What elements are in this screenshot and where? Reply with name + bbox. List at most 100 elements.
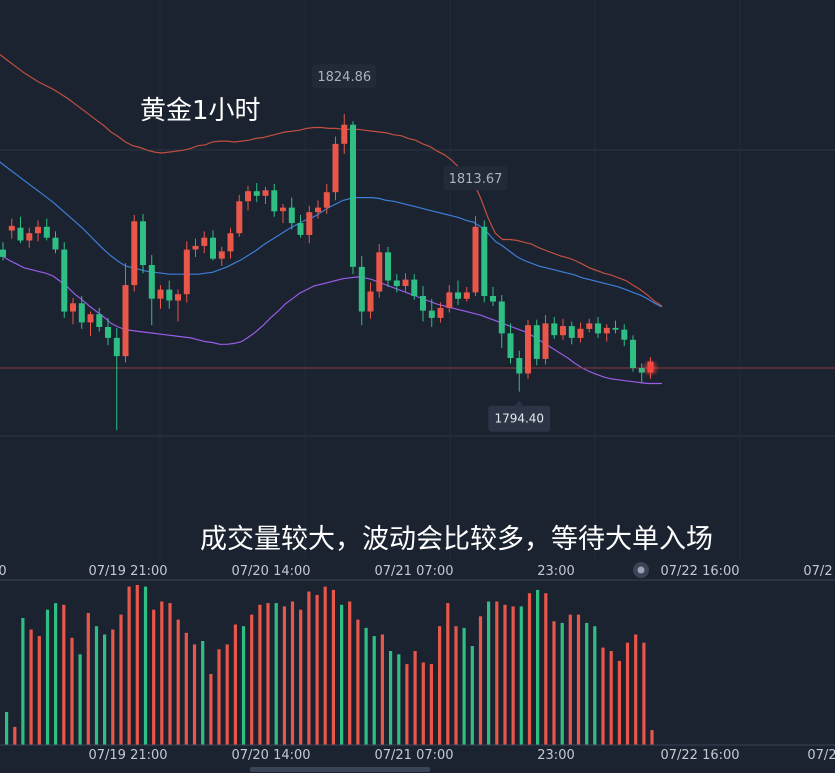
candle	[332, 136, 339, 201]
price-chart-time-axis: 2:00 07/19 21:00 07/20 14:00 07/21 07:00 23:…	[0, 562, 835, 581]
volume-bar	[45, 609, 50, 745]
candle	[157, 285, 164, 309]
candle	[393, 274, 400, 293]
volume-bar	[348, 601, 352, 746]
candle-body	[26, 233, 33, 241]
candle-body	[411, 279, 418, 296]
volume-bar	[364, 627, 368, 745]
candle	[288, 197, 295, 230]
candle	[192, 238, 199, 257]
candle	[367, 282, 374, 319]
volume-time-tick-label: 07/19 21:00	[88, 748, 167, 763]
live-price-glow	[641, 359, 660, 377]
volume-bar	[560, 622, 564, 745]
candle	[113, 327, 120, 430]
candle-body	[280, 207, 286, 212]
volume-bar	[487, 601, 491, 746]
volume-bar	[340, 604, 344, 746]
volume-bar	[127, 586, 131, 745]
price-label-box	[312, 64, 377, 89]
candle-body	[612, 327, 619, 330]
candle-body	[113, 337, 120, 357]
candle	[481, 220, 488, 303]
candle-body	[87, 314, 94, 323]
volume-bar	[438, 626, 442, 745]
volume-bar	[5, 712, 9, 745]
candle	[17, 216, 24, 244]
upper-band-line	[0, 53, 663, 307]
candle	[525, 319, 531, 379]
candle-body	[245, 191, 251, 202]
candle	[87, 311, 94, 337]
candle	[428, 298, 435, 327]
candle-body	[122, 285, 129, 357]
price-label: 1794.40	[488, 400, 551, 432]
volume-bar	[152, 609, 156, 745]
candle-body	[140, 221, 146, 265]
candle	[446, 285, 453, 313]
candle	[236, 194, 243, 237]
candle-body	[210, 237, 216, 259]
candle-body	[96, 314, 103, 327]
candle	[148, 255, 155, 326]
volume-bar	[37, 636, 41, 745]
volume-bar	[601, 647, 605, 745]
volume-bar	[135, 585, 139, 745]
candle-body	[183, 249, 190, 295]
volume-bar	[389, 651, 393, 745]
candle	[560, 318, 566, 340]
volume-bar	[642, 642, 646, 745]
candle	[227, 227, 234, 259]
volume-bar	[168, 603, 172, 745]
candlestick-series	[0, 114, 660, 430]
volume-bar	[299, 609, 303, 745]
price-label-box	[488, 405, 551, 432]
candle-body	[0, 249, 6, 257]
volume-bar	[86, 613, 90, 745]
volume-bar	[568, 614, 572, 745]
volume-bar	[527, 593, 532, 745]
horizontal-scrollbar[interactable]	[250, 767, 430, 772]
candle	[8, 218, 15, 239]
candle	[61, 242, 68, 318]
candle-body	[43, 226, 50, 238]
volume-bar	[143, 586, 148, 745]
candle-body	[568, 326, 575, 338]
volume-bar	[266, 603, 270, 745]
candle	[166, 280, 173, 309]
candle	[577, 322, 584, 343]
candle-body	[306, 212, 313, 235]
volume-time-tick-label: 07/21 07:00	[374, 748, 453, 763]
candle	[533, 319, 540, 366]
time-tick-label: 07/19 21:00	[88, 564, 167, 579]
volume-bar	[307, 591, 311, 745]
candle	[183, 241, 190, 303]
volume-bar	[233, 624, 237, 745]
candle	[568, 321, 575, 345]
candle-body	[70, 303, 76, 312]
candle	[35, 220, 41, 242]
candle	[586, 318, 593, 333]
volume-bar	[617, 660, 621, 746]
price-labels: 1824.86 1813.67 1794.40	[312, 64, 551, 432]
volume-bar	[429, 664, 433, 745]
candle-body	[271, 190, 278, 212]
candle	[630, 335, 636, 372]
candle-body	[463, 292, 470, 299]
volume-bar	[160, 601, 164, 746]
bollinger-bands	[0, 53, 835, 385]
volume-bar	[625, 642, 630, 745]
volume-bar	[119, 614, 123, 745]
volume-bar	[421, 662, 425, 745]
candle	[551, 316, 558, 339]
candle-body	[472, 226, 479, 293]
volume-bar	[94, 626, 99, 745]
candle-body	[603, 327, 610, 334]
candle	[350, 121, 356, 275]
candle-body	[323, 192, 330, 208]
candle	[498, 295, 505, 348]
candle	[385, 246, 391, 287]
volume-bar	[446, 603, 450, 745]
time-tick-label: 23:00	[537, 564, 574, 579]
